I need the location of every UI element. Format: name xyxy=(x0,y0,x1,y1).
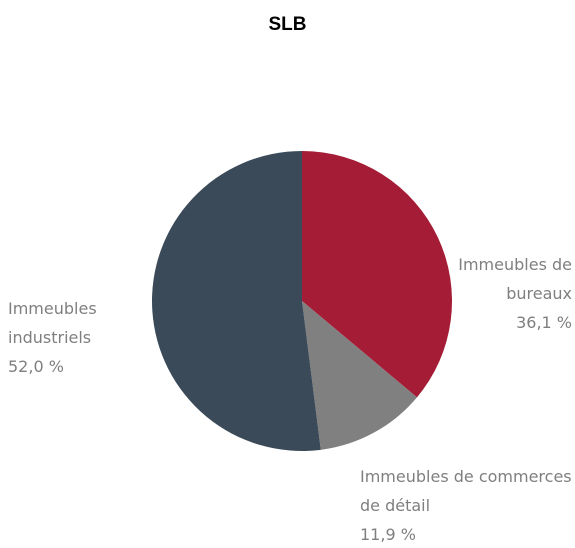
slice-label: Immeubles de bureaux 36,1 % xyxy=(452,250,572,337)
category-label: Immeubles de commerces de détail xyxy=(360,467,572,515)
pie-slice xyxy=(302,301,417,450)
category-label: Immeubles industriels xyxy=(8,299,97,347)
category-label: Immeubles de bureaux xyxy=(458,255,572,303)
pie-slice xyxy=(152,151,321,451)
chart-title: SLB xyxy=(268,14,307,35)
slice-label: Immeubles de commerces de détail 11,9 % xyxy=(360,462,572,548)
value-label: 52,0 % xyxy=(8,357,64,376)
value-label: 36,1 % xyxy=(516,313,572,332)
pie-slice xyxy=(302,151,453,398)
slice-label: Immeubles industriels 52,0 % xyxy=(8,294,120,381)
value-label: 11,9 % xyxy=(360,525,416,544)
